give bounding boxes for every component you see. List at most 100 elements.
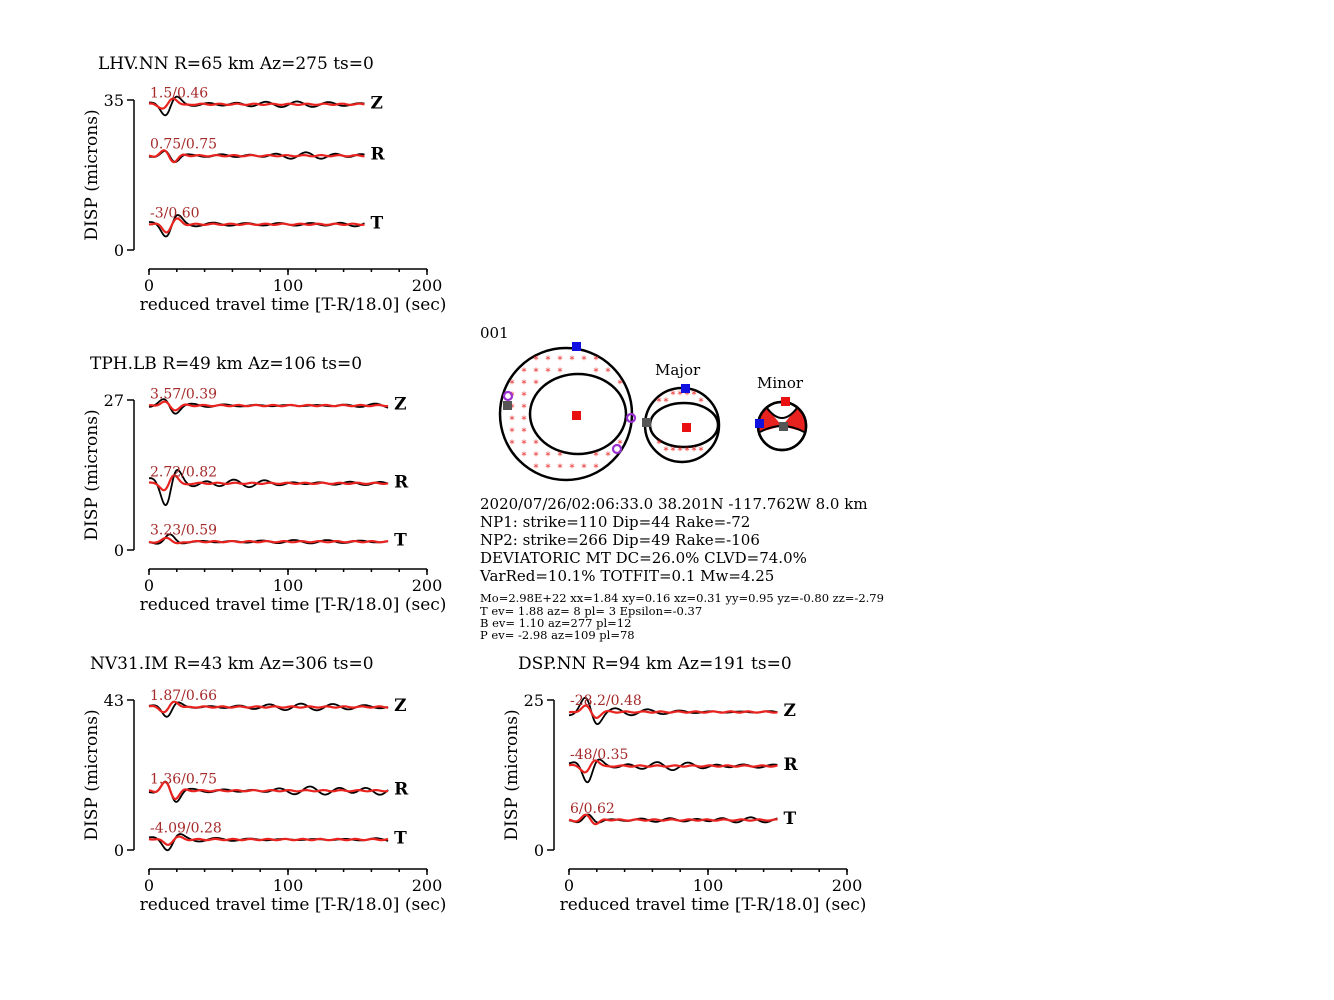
beachball-full: **************************************** <box>498 342 637 482</box>
t-axis-marker <box>572 342 581 351</box>
compression-star: * <box>606 367 611 378</box>
beachball-major: * * * ** * *** * * * * * <box>642 384 721 464</box>
compression-star: * <box>546 355 551 366</box>
y-axis-label: DISP (microns) <box>82 709 102 840</box>
component-label-r: R <box>394 780 409 800</box>
y-tick-label: 0 <box>114 241 124 260</box>
major-b-marker <box>642 418 651 427</box>
compression-star: * <box>522 427 527 438</box>
station-marker <box>502 390 514 402</box>
synthetic-trace-z <box>149 97 365 110</box>
x-tick-label: 200 <box>412 276 443 295</box>
panel-nv31-im: NV31.IM R=43 km Az=306 ts=0 43 0 DISP (micr… <box>82 654 446 915</box>
compression-star: * <box>671 390 676 401</box>
x-tick-label: 100 <box>273 276 304 295</box>
x-axis-label: reduced travel time [T-R/18.0] (sec) <box>560 895 867 915</box>
compression-star: * <box>678 446 683 457</box>
amplitude-annotation: -48/0.35 <box>570 747 628 763</box>
component-label-r: R <box>784 755 799 775</box>
compression-star: * <box>510 427 515 438</box>
beachball-outline <box>498 346 634 482</box>
compression-star: * <box>678 390 683 401</box>
compression-star: * <box>606 451 611 462</box>
station-marker <box>625 412 637 424</box>
moment-tensor-line: Mo=2.98E+22 xx=1.84 xy=0.16 xz=0.31 yy=0… <box>480 591 884 605</box>
amplitude-annotation: 1.36/0.75 <box>150 772 217 788</box>
compression-star: * <box>534 451 539 462</box>
compression-star: * <box>534 355 539 366</box>
synthetic-trace-t <box>148 536 389 545</box>
compression-star: * <box>594 367 599 378</box>
x-tick-label: 100 <box>273 576 304 595</box>
synthetic-trace-r <box>149 474 389 492</box>
compression-star: * <box>522 415 527 426</box>
amplitude-annotation: 3.23/0.59 <box>150 523 217 539</box>
t-axis-line: T ev= 1.88 az= 8 pl= 3 Epsilon=-0.37 <box>480 604 702 618</box>
minor-t-marker <box>755 419 764 428</box>
compression-star: * <box>510 439 515 450</box>
compression-star: * <box>618 379 623 390</box>
component-label-z: Z <box>394 696 406 716</box>
amplitude-annotation: -3/0.60 <box>150 205 200 221</box>
compression-star: * <box>522 379 527 390</box>
compression-star: * <box>582 355 587 366</box>
minor-label: Minor <box>757 374 804 392</box>
compression-star: * <box>534 367 539 378</box>
x-tick-label: 200 <box>412 876 443 895</box>
major-p-marker <box>682 423 691 432</box>
compression-star: * <box>685 446 690 457</box>
x-tick-label: 0 <box>144 576 154 595</box>
component-label-r: R <box>370 145 385 165</box>
compression-star: * <box>664 397 669 408</box>
b-axis-marker <box>503 401 512 410</box>
amplitude-annotation: -28.2/0.48 <box>570 693 642 709</box>
compression-star: * <box>692 390 697 401</box>
y-axis-label: DISP (microns) <box>82 409 102 540</box>
amplitude-annotation: 1.87/0.66 <box>150 688 217 704</box>
major-label: Major <box>655 361 701 379</box>
deviatoric-line: DEVIATORIC MT DC=26.0% CLVD=74.0% <box>480 549 807 567</box>
compression-star: * <box>522 403 527 414</box>
y-tick-label: 0 <box>534 841 544 860</box>
np2-line: NP2: strike=266 Dip=49 Rake=-106 <box>480 531 760 549</box>
synthetic-trace-t <box>568 813 778 826</box>
compression-star: * <box>558 355 563 366</box>
x-tick-label: 200 <box>832 876 863 895</box>
x-tick-label: 0 <box>564 876 574 895</box>
compression-star: * <box>522 451 527 462</box>
amplitude-annotation: 6/0.62 <box>570 801 615 817</box>
compression-star: * <box>534 439 539 450</box>
np1-line: NP1: strike=110 Dip=44 Rake=-72 <box>480 513 750 531</box>
compression-star: * <box>558 463 563 474</box>
component-label-t: T <box>394 829 407 849</box>
origin-line: 2020/07/26/02:06:33.0 38.201N -117.762W … <box>480 495 868 513</box>
compression-star: * <box>699 397 704 408</box>
panel-title: NV31.IM R=43 km Az=306 ts=0 <box>90 654 374 674</box>
component-label-t: T <box>394 531 407 551</box>
compression-star: * <box>558 367 563 378</box>
component-label-t: T <box>784 809 797 829</box>
compression-star: * <box>685 390 690 401</box>
compression-star: * <box>657 397 662 408</box>
compression-star: * <box>657 439 662 450</box>
compression-star: * <box>522 367 527 378</box>
synthetic-trace-z <box>148 400 389 412</box>
synthetic-trace-r <box>148 780 389 801</box>
observed-trace-z <box>148 701 389 718</box>
compression-star: * <box>510 379 515 390</box>
amplitude-annotation: 3.57/0.39 <box>150 387 217 403</box>
minor-p-marker <box>781 397 790 406</box>
event-id: 001 <box>480 324 509 342</box>
compression-star: * <box>534 463 539 474</box>
amplitude-annotation: -4.09/0.28 <box>150 821 222 837</box>
compression-star: * <box>570 463 575 474</box>
minor-b-marker <box>779 422 788 431</box>
compression-star: * <box>582 463 587 474</box>
component-label-r: R <box>394 472 409 492</box>
x-tick-label: 0 <box>144 276 154 295</box>
compression-stars: **************************************** <box>510 355 623 474</box>
y-tick-label: 43 <box>104 691 124 710</box>
x-tick-label: 100 <box>693 876 724 895</box>
y-axis-label: DISP (microns) <box>502 709 522 840</box>
